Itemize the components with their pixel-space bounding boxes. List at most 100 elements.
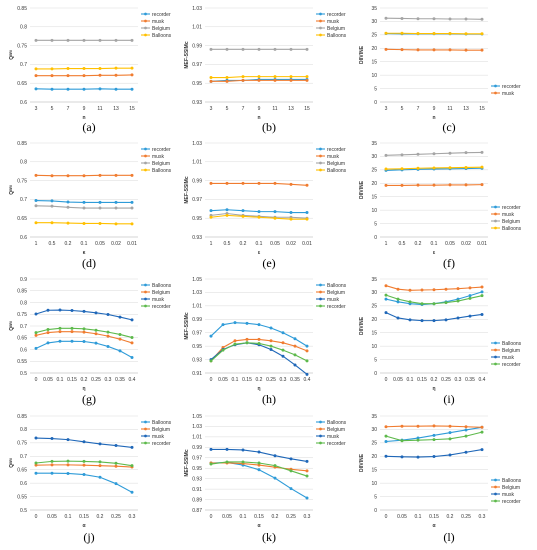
data-point <box>448 48 452 52</box>
data-point <box>305 217 309 221</box>
x-tick-label: 0.1 <box>256 241 263 247</box>
x-axis-label: ε <box>433 250 436 256</box>
y-axis-label: Qᴮᴿᴵ <box>9 50 15 59</box>
x-axis-label: n <box>82 115 85 121</box>
y-axis-label: MEF-SSIMc <box>184 41 190 68</box>
data-point <box>416 438 420 442</box>
data-point <box>82 473 86 477</box>
data-point <box>241 214 245 218</box>
y-tick-label: 0.99 <box>192 445 202 451</box>
data-point <box>432 32 436 36</box>
data-point <box>225 208 229 212</box>
legend-marker <box>144 420 147 424</box>
data-point <box>66 38 70 42</box>
legend-label: recorder <box>152 147 171 153</box>
data-point <box>464 450 468 454</box>
y-tick-label: 30 <box>371 19 377 25</box>
legend-label: musk <box>502 212 514 218</box>
panel-caption: (e) <box>262 256 276 270</box>
y-tick-label: 1.05 <box>192 414 202 420</box>
data-point <box>273 216 277 220</box>
data-point <box>114 482 118 486</box>
y-tick-label: 0.8 <box>20 427 27 433</box>
data-point <box>66 200 70 204</box>
legend-label: musk <box>152 154 164 160</box>
legend-label: Balloons <box>152 283 172 289</box>
data-point <box>281 341 285 345</box>
data-point <box>225 181 229 185</box>
y-tick-label: 0.85 <box>17 141 27 147</box>
data-point <box>448 166 452 170</box>
legend-label: Belgium <box>327 26 345 32</box>
data-point <box>225 76 229 80</box>
data-point <box>82 221 86 225</box>
y-tick-label: 0.85 <box>17 414 27 420</box>
data-point <box>384 297 388 301</box>
data-point <box>416 424 420 428</box>
data-point <box>464 434 468 438</box>
legend-label: Belgium <box>327 290 345 296</box>
data-point <box>289 487 293 491</box>
data-point <box>289 457 293 461</box>
panel-caption: (f) <box>443 256 455 270</box>
legend-label: Balloons <box>152 168 172 174</box>
data-point <box>273 476 277 480</box>
data-point <box>416 32 420 36</box>
y-axis-label: Qᴮᴿᴵ <box>9 321 15 330</box>
x-tick-label: 0.1 <box>415 514 422 520</box>
legend-label: Balloons <box>327 33 347 39</box>
data-point <box>241 448 245 452</box>
y-tick-label: 0.6 <box>20 100 27 106</box>
data-point <box>66 87 70 91</box>
data-point <box>98 73 102 77</box>
data-point <box>400 183 404 187</box>
y-tick-label: 1.03 <box>192 290 202 296</box>
data-point <box>106 330 110 334</box>
data-point <box>114 200 118 204</box>
x-tick-label: 0.05 <box>270 241 280 247</box>
data-point <box>82 74 86 78</box>
x-tick-label: 0.25 <box>266 377 276 383</box>
series-line-Balloons <box>36 472 133 493</box>
data-point <box>245 337 249 341</box>
y-tick-label: 0.97 <box>192 197 202 203</box>
data-point <box>82 463 86 467</box>
data-point <box>70 308 74 312</box>
legend-marker <box>319 434 322 438</box>
data-point <box>70 330 74 334</box>
y-axis-label: Qᴮᴿᴵ <box>9 458 15 467</box>
data-point <box>82 330 86 334</box>
data-point <box>114 173 118 177</box>
legend-label: recorder <box>327 441 346 447</box>
legend-marker <box>494 355 497 359</box>
legend-marker <box>144 283 147 287</box>
data-point <box>432 183 436 187</box>
x-axis-label: κ <box>83 250 86 256</box>
legend-label: Belgium <box>502 348 520 354</box>
data-point <box>130 336 134 340</box>
legend-label: musk <box>327 297 339 303</box>
data-point <box>464 32 468 36</box>
data-point <box>420 288 424 292</box>
x-tick-label: 0 <box>35 377 38 383</box>
data-point <box>257 337 261 341</box>
legend-marker <box>144 161 147 165</box>
data-point <box>384 293 388 297</box>
data-point <box>480 17 484 21</box>
x-tick-label: 0.01 <box>127 241 137 247</box>
data-point <box>432 433 436 437</box>
data-point <box>289 217 293 221</box>
data-point <box>225 79 229 83</box>
legend-marker <box>494 212 497 216</box>
legend-label: musk <box>327 154 339 160</box>
legend-label: recorder <box>502 205 521 211</box>
legend-marker <box>144 33 147 37</box>
data-point <box>66 463 70 467</box>
y-tick-label: 0.99 <box>192 317 202 323</box>
data-point <box>46 331 50 335</box>
y-tick-label: 0.87 <box>192 508 202 514</box>
x-tick-label: 0.2 <box>447 514 454 520</box>
data-point <box>444 287 448 291</box>
chart-panel-d: 0.6 0.65 0.7 0.75 0.8 0.85 1 0.5 0.2 0.1 0.05 0.02 0… <box>9 141 172 256</box>
data-point <box>305 349 309 353</box>
